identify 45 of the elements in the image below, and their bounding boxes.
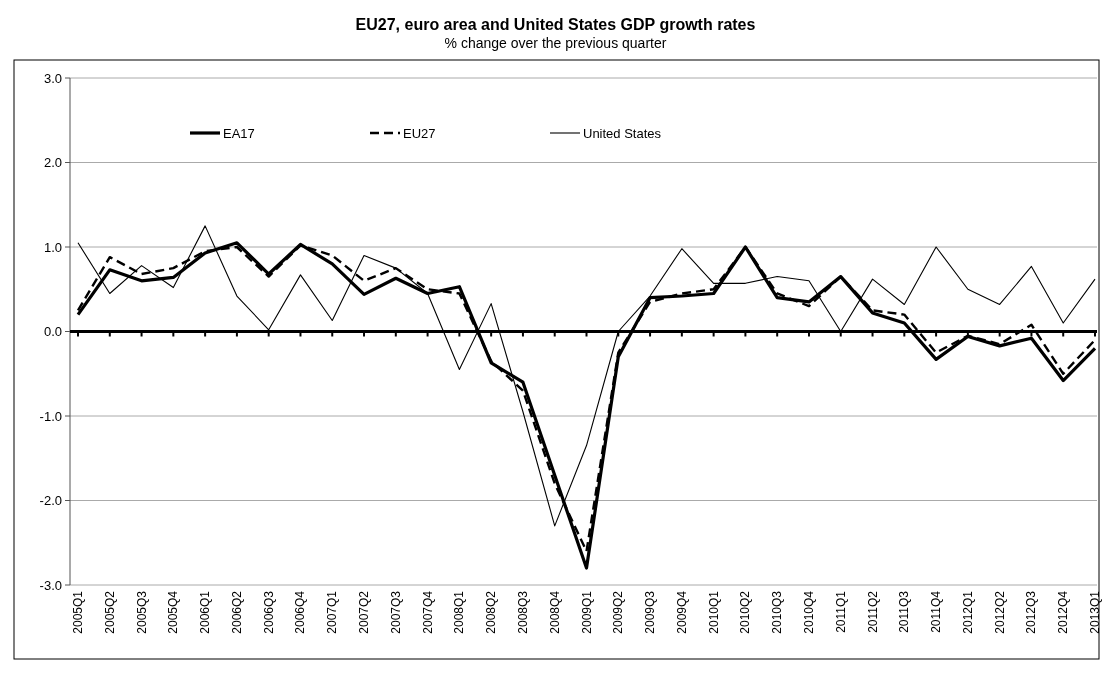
x-tick-label: 2007Q4	[420, 590, 435, 634]
x-tick-label: 2008Q3	[515, 590, 530, 634]
x-tick-label: 2012Q4	[1056, 590, 1071, 634]
x-tick-label: 2005Q2	[102, 590, 117, 634]
x-tick-label: 2010Q4	[801, 590, 816, 634]
y-tick-label: -2.0	[39, 493, 62, 509]
x-tick-label: 2007Q3	[388, 590, 403, 634]
x-tick-label: 2005Q4	[166, 590, 181, 634]
y-tick-label: 1.0	[43, 239, 62, 255]
y-tick-label: -1.0	[39, 408, 62, 424]
x-tick-label: 2009Q3	[643, 590, 658, 634]
x-tick-label: 2007Q2	[357, 590, 372, 634]
x-tick-label: 2010Q1	[706, 590, 721, 634]
x-tick-label: 2010Q2	[738, 590, 753, 634]
legend-label: United States	[583, 125, 662, 141]
y-tick-label: -3.0	[39, 577, 62, 593]
x-tick-label: 2012Q2	[992, 590, 1007, 634]
legend-label: EU27	[403, 125, 436, 141]
x-tick-label: 2006Q2	[229, 590, 244, 634]
x-tick-label: 2010Q3	[770, 590, 785, 634]
x-tick-label: 2008Q1	[452, 590, 467, 634]
x-tick-label: 2006Q4	[293, 590, 308, 634]
y-tick-label: 2.0	[43, 155, 62, 171]
x-tick-label: 2008Q2	[484, 590, 499, 634]
x-tick-label: 2005Q1	[71, 590, 85, 634]
x-tick-label: 2006Q3	[261, 590, 276, 634]
x-tick-label: 2005Q3	[134, 590, 149, 634]
x-tick-label: 2009Q2	[611, 590, 626, 634]
x-tick-label: 2011Q3	[897, 590, 912, 633]
x-tick-label: 2011Q2	[865, 590, 880, 633]
y-tick-label: 0.0	[43, 324, 62, 340]
y-tick-label: 3.0	[43, 70, 62, 86]
legend-label: EA17	[223, 125, 255, 141]
x-tick-label: 2006Q1	[198, 590, 213, 634]
x-tick-label: 2008Q4	[547, 590, 562, 634]
x-tick-label: 2007Q1	[325, 590, 340, 634]
x-tick-label: 2011Q1	[833, 590, 848, 633]
x-tick-label: 2012Q1	[960, 590, 975, 634]
x-tick-label: 2009Q4	[674, 590, 689, 634]
chart-subtitle: % change over the previous quarter	[444, 35, 667, 51]
x-tick-label: 2013Q1	[1088, 590, 1102, 634]
x-tick-label: 2012Q3	[1024, 590, 1039, 634]
chart-title: EU27, euro area and United States GDP growth rates	[355, 16, 756, 33]
x-tick-label: 2009Q1	[579, 590, 594, 634]
x-tick-label: 2011Q4	[929, 590, 944, 633]
